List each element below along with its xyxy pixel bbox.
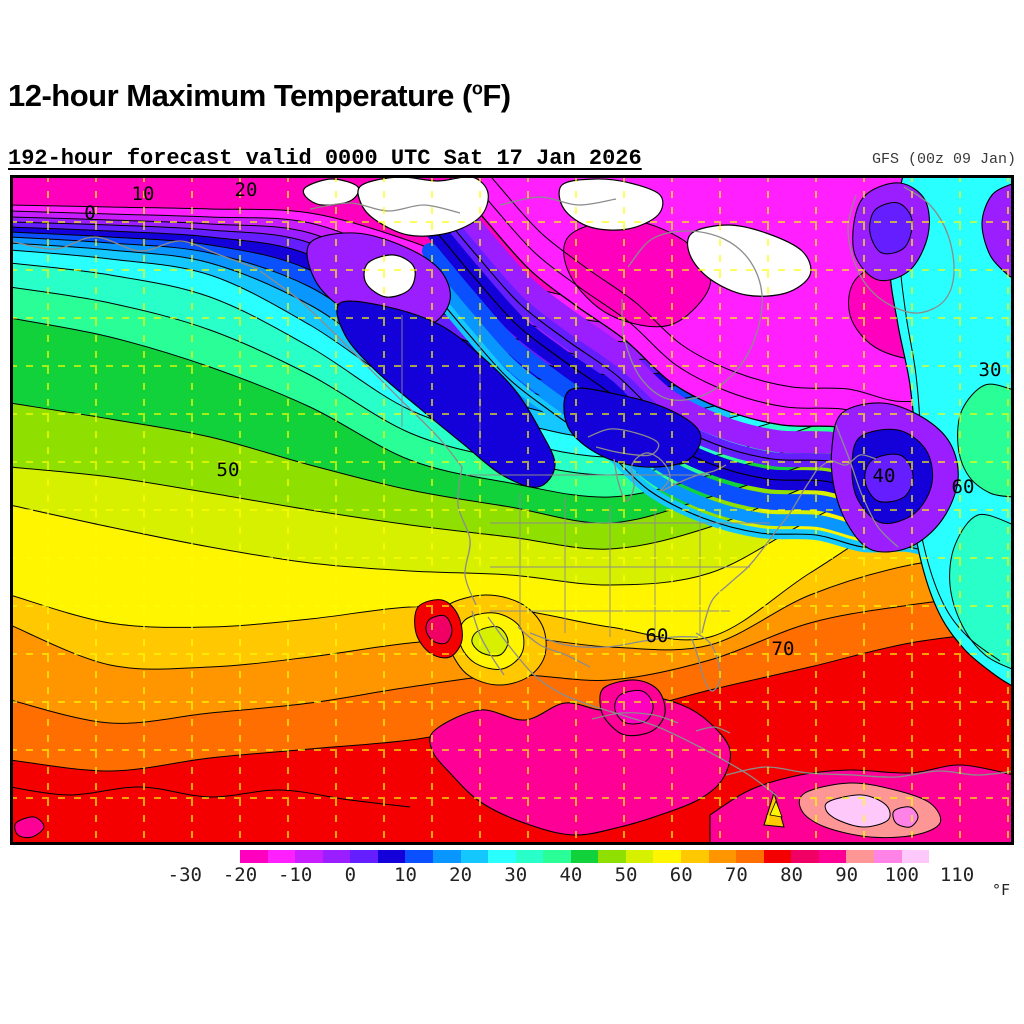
contour-label: 50: [217, 459, 240, 481]
colorbar-block: [543, 850, 571, 863]
page-title: 12-hour Maximum Temperature (oF): [8, 78, 511, 114]
colorbar-block: [295, 850, 323, 863]
colorbar-tick-label: 80: [780, 864, 803, 886]
colorbar-block: [598, 850, 626, 863]
title-text: 12-hour Maximum Temperature (: [8, 78, 472, 113]
colorbar-tick-label: 110: [939, 864, 975, 886]
contour-label: 30: [979, 359, 1002, 381]
colorbar-block: [570, 850, 599, 863]
colorbar-tick-label: 70: [724, 864, 748, 886]
colorbar-block: [708, 850, 737, 863]
colorbar-tick-label: 30: [504, 864, 528, 886]
graticule: [10, 175, 1014, 845]
contour-labels: 0 10 20 30 40 50 60 60 70: [84, 179, 1001, 660]
colorbar-block: [267, 850, 296, 863]
colorbar-block: [625, 850, 654, 863]
colorbar-block: [653, 850, 681, 863]
colorbar-block: [405, 850, 433, 863]
colorbar-block: [377, 850, 406, 863]
colorbar-block: [846, 850, 874, 863]
state-borders: [401, 315, 770, 640]
colorbar-block: [681, 850, 709, 863]
contour-label: 60: [646, 625, 669, 647]
colorbar-block: [901, 850, 930, 863]
colorbar-tick-label: -10: [277, 864, 313, 886]
colorbar-block: [488, 850, 516, 863]
colorbar-tick-label: 100: [884, 864, 920, 886]
title-unit: F): [482, 78, 511, 113]
colorbar-ticks: -30 -20 -10 0 10 20 30 40 50 60 70 80 90 100 110: [0, 864, 1024, 888]
colorbar-tick-label: 50: [614, 864, 638, 886]
colorbar-tick-label: 90: [835, 864, 859, 886]
temperature-map-svg: 0 10 20 30 40 50 60 60 70: [10, 175, 1014, 845]
degree-superscript: o: [471, 78, 483, 99]
colorbar-tick-label: 0: [344, 864, 357, 886]
model-init-info: GFS (00z 09 Jan): [871, 151, 1016, 168]
contour-label: 40: [873, 465, 896, 487]
contour-label: 0: [84, 202, 95, 224]
colorbar-block: [350, 850, 378, 863]
colorbar-block: [432, 850, 461, 863]
colorbar-tick-label: -30: [167, 864, 203, 886]
colorbar-tick-label: 60: [669, 864, 693, 886]
coastlines: [10, 186, 1014, 798]
colorbar-block: [818, 850, 847, 863]
colorbar-tick-label: -20: [222, 864, 258, 886]
colorbar-block: [322, 850, 351, 863]
colorbar-block: [791, 850, 819, 863]
forecast-valid-line: 192-hour forecast valid 0000 UTC Sat 17 …: [8, 146, 642, 171]
temperature-map: 0 10 20 30 40 50 60 60 70: [10, 175, 1014, 845]
contour-label: 10: [132, 183, 155, 205]
contour-label: 70: [772, 638, 795, 660]
colorbar: [240, 850, 930, 863]
contour-label: 20: [235, 179, 258, 201]
colorbar-unit: °F: [992, 881, 1011, 899]
colorbar-block: [460, 850, 489, 863]
colorbar-block: [736, 850, 764, 863]
colorbar-block: [240, 850, 268, 863]
colorbar-block: [515, 850, 544, 863]
colorbar-tick-label: 20: [449, 864, 473, 886]
contour-label: 60: [952, 476, 975, 498]
colorbar-tick-label: 40: [559, 864, 583, 886]
colorbar-tick-label: 10: [394, 864, 417, 886]
colorbar-block: [763, 850, 792, 863]
colorbar-block: [873, 850, 902, 863]
